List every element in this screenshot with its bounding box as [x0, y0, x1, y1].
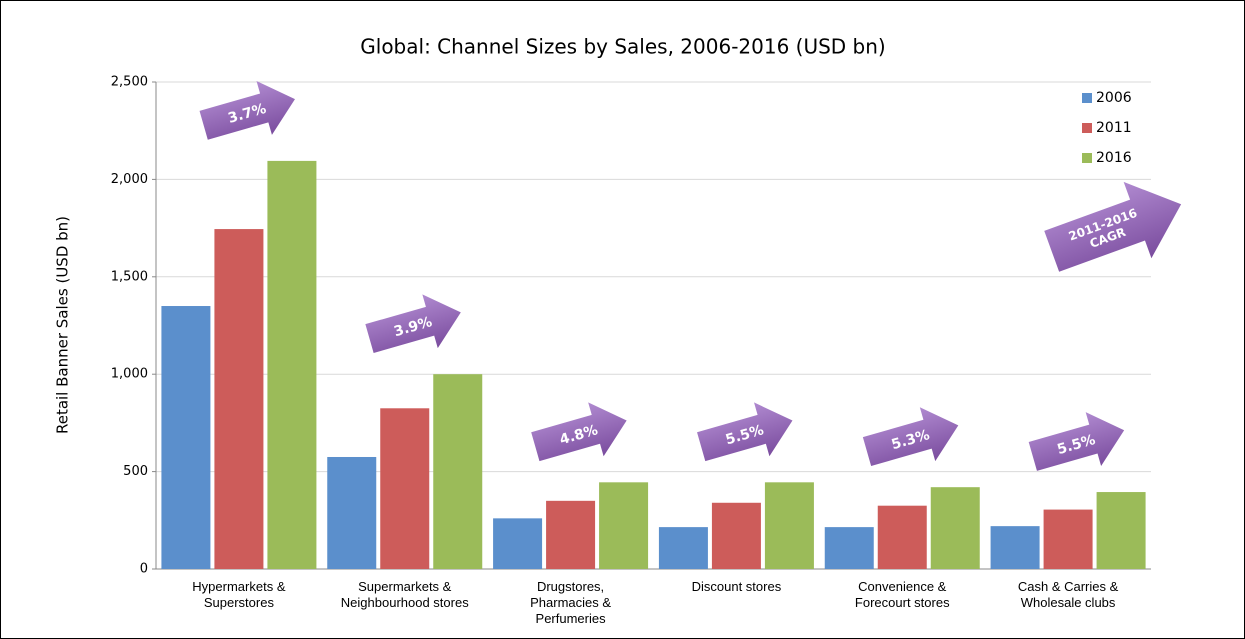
- x-tick-label: Discount stores: [691, 579, 782, 594]
- y-tick-label: 0: [140, 562, 148, 577]
- cagr-arrow: 3.7%: [199, 81, 295, 140]
- arrow: [365, 294, 461, 354]
- arrow: [531, 402, 627, 462]
- arrow: [862, 407, 959, 467]
- arrow: [199, 81, 295, 140]
- cagr-arrow: 5.3%: [862, 407, 959, 467]
- bar: [764, 482, 814, 569]
- cagr-arrow: 3.9%: [365, 294, 461, 354]
- bar: [546, 500, 596, 569]
- bar: [711, 502, 761, 569]
- legend-label: 2011: [1096, 120, 1132, 136]
- bar: [930, 487, 980, 569]
- y-axis-label: Retail Banner Sales (USD bn): [54, 216, 72, 434]
- bar: [327, 456, 377, 569]
- bar: [1096, 492, 1146, 569]
- bar: [1043, 509, 1093, 569]
- x-tick-label: Convenience & Forecourt stores: [854, 579, 950, 610]
- arrow: [697, 402, 793, 462]
- y-tick-label: 2,500: [111, 75, 148, 90]
- legend-label: 2016: [1096, 150, 1132, 166]
- bar: [990, 526, 1040, 569]
- legend-label: 2006: [1096, 90, 1132, 106]
- bar: [161, 306, 211, 569]
- cagr-arrow: 5.5%: [697, 402, 793, 462]
- x-tick-label: Supermarkets & Neighbourhood stores: [340, 579, 469, 610]
- legend-swatch: [1082, 93, 1092, 103]
- x-tick-label: Cash & Carries & Wholesale clubs: [1017, 579, 1119, 610]
- cagr-arrow: 5.5%: [1028, 412, 1125, 471]
- bar: [433, 374, 483, 569]
- bar: [493, 518, 543, 569]
- y-tick-label: 1,500: [111, 269, 148, 284]
- arrow: [1028, 412, 1125, 471]
- x-tick-label: Drugstores, Pharmacies & Perfumeries: [530, 579, 612, 626]
- chart-title: Global: Channel Sizes by Sales, 2006-201…: [360, 35, 885, 59]
- y-tick-label: 1,000: [111, 367, 148, 382]
- bar: [599, 482, 649, 569]
- bar: [877, 505, 927, 569]
- cagr-arrow: 4.8%: [531, 402, 627, 462]
- bar: [380, 408, 430, 569]
- x-tick-label: Hypermarkets & Superstores: [192, 579, 286, 610]
- arrow: [1044, 181, 1182, 272]
- y-tick-label: 2,000: [111, 172, 148, 187]
- bar: [658, 527, 708, 569]
- legend-swatch: [1082, 123, 1092, 133]
- bar: [824, 527, 874, 569]
- legend-swatch: [1082, 153, 1092, 163]
- bar: [214, 229, 264, 569]
- y-tick-label: 500: [123, 464, 148, 479]
- bar: [267, 160, 317, 570]
